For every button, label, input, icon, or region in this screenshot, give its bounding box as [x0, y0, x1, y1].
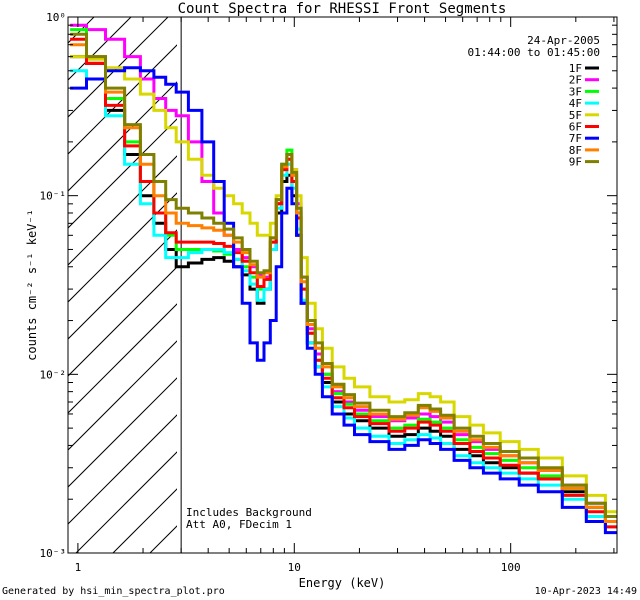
legend-label-8F: 8F: [569, 144, 582, 157]
x-tick-label: 10: [288, 561, 301, 574]
hatch-line: [298, 13, 640, 553]
hatch-line: [68, 229, 177, 340]
series-line-1F: [70, 55, 617, 523]
footer-generated-by: Generated by hsi_min_spectra_plot.pro: [2, 586, 225, 597]
footer-timestamp: 10-Apr-2023 14:49: [535, 586, 637, 597]
hatch-line: [68, 266, 177, 377]
hatch-line: [68, 192, 177, 303]
series-line-7F: [70, 66, 617, 535]
hatch-line: [68, 81, 177, 192]
date-label: 24-Apr-2005: [527, 34, 600, 47]
hatch-line: [68, 155, 177, 266]
legend-label-4F: 4F: [569, 97, 582, 110]
background-hatch-region: [0, 13, 640, 553]
annotation-attenuator: Att A0, FDecim 1: [186, 518, 292, 531]
series-line-6F: [70, 37, 617, 529]
y-tick-label: 10⁰: [46, 11, 66, 24]
legend-label-1F: 1F: [569, 62, 582, 75]
hatch-line: [0, 13, 24, 553]
legend-label-7F: 7F: [569, 132, 582, 145]
chart-title: Count Spectra for RHESSI Front Segments: [178, 1, 507, 17]
hatch-line: [631, 13, 640, 553]
legend-label-9F: 9F: [569, 156, 582, 169]
axis-ticks: 1 10 100 10⁰ 10⁻¹ 10⁻² 10⁻³: [40, 11, 617, 574]
hatch-line: [68, 377, 177, 488]
legend-label-2F: 2F: [569, 74, 582, 87]
y-axis-label: counts cm⁻² s⁻¹ keV⁻¹: [25, 209, 39, 361]
hatch-line: [68, 17, 169, 118]
hatch-line: [261, 13, 640, 553]
plot-frame: [67, 16, 618, 554]
legend-label-5F: 5F: [569, 109, 582, 122]
y-tick-label: 10⁻²: [40, 368, 67, 381]
series-line-9F: [70, 32, 617, 518]
time-range-label: 01:44:00 to 01:45:00: [468, 46, 600, 59]
hatch-line: [68, 414, 177, 525]
x-tick-label: 100: [501, 561, 521, 574]
hatch-line: [75, 451, 177, 553]
hatch-line: [149, 525, 177, 553]
x-tick-label: 1: [75, 561, 82, 574]
series-line-3F: [70, 28, 617, 523]
series-group: [70, 23, 617, 535]
y-tick-label: 10⁻¹: [40, 190, 67, 203]
legend-label-6F: 6F: [569, 121, 582, 134]
annotation-background: Includes Background: [186, 506, 312, 519]
hatch-line: [446, 13, 640, 553]
series-line-5F: [70, 55, 617, 514]
legend-label-3F: 3F: [569, 85, 582, 98]
hatch-line: [68, 44, 177, 155]
x-axis-label: Energy (keV): [299, 576, 386, 590]
hatch-line: [68, 303, 177, 414]
series-line-8F: [70, 43, 617, 523]
y-tick-label: 10⁻³: [40, 547, 67, 560]
series-line-2F: [70, 23, 617, 518]
